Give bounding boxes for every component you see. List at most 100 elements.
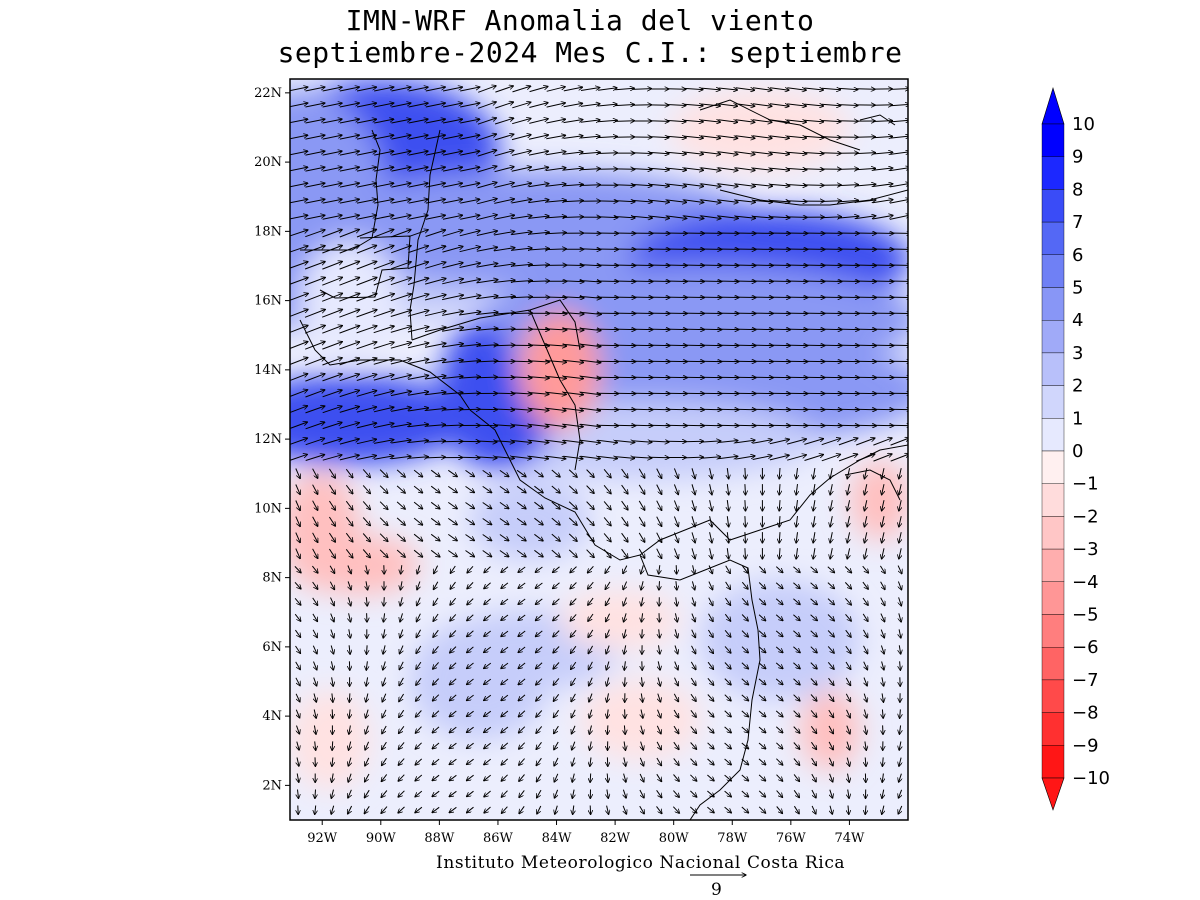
wind-arrow bbox=[510, 281, 533, 283]
wind-arrow bbox=[580, 456, 601, 458]
wind-arrow bbox=[614, 121, 635, 122]
wind-arrow bbox=[649, 441, 669, 442]
wind-arrow bbox=[580, 391, 601, 395]
wind-arrow bbox=[328, 468, 335, 478]
lon-tick-label: 84W bbox=[542, 831, 573, 846]
wind-arrow bbox=[821, 137, 841, 138]
wind-arrow bbox=[374, 229, 394, 238]
wind-arrow bbox=[459, 263, 481, 268]
lon-tick-label: 80W bbox=[659, 831, 690, 846]
wind-arrow bbox=[580, 407, 600, 411]
wind-arrow bbox=[586, 469, 595, 478]
wind-arrow bbox=[374, 440, 394, 444]
colorbar-segment bbox=[1041, 745, 1065, 779]
wind-arrow bbox=[718, 456, 738, 458]
wind-arrow bbox=[290, 422, 308, 429]
wind-arrow bbox=[631, 169, 652, 170]
wind-arrow bbox=[597, 153, 618, 154]
wind-arrow bbox=[477, 182, 497, 189]
wind-arrow bbox=[597, 217, 618, 218]
wind-arrow bbox=[511, 456, 532, 458]
anomaly-patch bbox=[560, 590, 680, 650]
wind-arrow bbox=[495, 86, 513, 93]
wind-arrow bbox=[322, 119, 343, 124]
colorbar-segment bbox=[1041, 123, 1065, 157]
wind-arrow bbox=[425, 425, 446, 427]
lon-tick-label: 76W bbox=[776, 831, 807, 846]
wind-arrow bbox=[580, 88, 600, 91]
wind-arrow bbox=[700, 215, 722, 219]
wind-arrow bbox=[305, 230, 325, 238]
wind-arrow bbox=[315, 789, 316, 799]
wind-arrow bbox=[442, 151, 463, 156]
wind-arrow bbox=[442, 103, 463, 108]
wind-arrow bbox=[563, 168, 583, 170]
wind-arrow bbox=[666, 89, 686, 90]
wind-arrow bbox=[804, 136, 824, 138]
wind-arrow bbox=[752, 184, 772, 186]
wind-arrow bbox=[562, 297, 584, 298]
wind-arrow bbox=[339, 423, 360, 429]
wind-arrow bbox=[442, 167, 463, 172]
wind-arrow bbox=[476, 345, 498, 347]
wind-arrow bbox=[305, 342, 325, 350]
wind-arrow bbox=[769, 136, 790, 138]
wind-arrow bbox=[769, 455, 789, 461]
wind-arrow bbox=[769, 200, 790, 202]
wind-arrow bbox=[339, 183, 360, 188]
wind-arrow bbox=[305, 455, 325, 461]
wind-arrow bbox=[408, 215, 429, 220]
wind-arrow bbox=[290, 183, 308, 188]
wind-arrow bbox=[374, 119, 394, 124]
wind-arrow bbox=[494, 183, 515, 188]
wind-arrow bbox=[528, 216, 549, 218]
wind-arrow bbox=[391, 246, 411, 254]
wind-arrow bbox=[683, 120, 703, 122]
wind-arrow bbox=[734, 216, 756, 218]
colorbar-segment bbox=[1041, 352, 1065, 386]
wind-arrow bbox=[442, 183, 463, 188]
wind-arrow bbox=[890, 454, 908, 462]
wind-arrow bbox=[339, 119, 360, 124]
reference-vector-value: 9 bbox=[711, 880, 722, 900]
wind-arrow bbox=[373, 423, 394, 429]
wind-arrow bbox=[290, 293, 309, 301]
lon-tick-label: 86W bbox=[483, 831, 514, 846]
wind-arrow bbox=[563, 423, 583, 427]
wind-arrow bbox=[787, 104, 806, 106]
wind-arrow bbox=[290, 167, 308, 172]
wind-arrow bbox=[290, 230, 308, 237]
wind-arrow bbox=[367, 645, 368, 654]
wind-arrow bbox=[718, 88, 738, 90]
wind-arrow bbox=[290, 358, 308, 365]
wind-arrow bbox=[511, 183, 532, 188]
wind-arrow bbox=[717, 441, 738, 443]
wind-arrow bbox=[459, 312, 481, 316]
colorbar-segment bbox=[1041, 679, 1065, 713]
colorbar-label: 8 bbox=[1072, 179, 1083, 200]
wind-arrow bbox=[683, 152, 704, 154]
wind-arrow bbox=[356, 456, 376, 460]
wind-arrow bbox=[476, 280, 498, 284]
wind-arrow bbox=[430, 469, 440, 477]
wind-arrow bbox=[838, 185, 858, 186]
wind-arrow bbox=[322, 277, 342, 286]
wind-arrow bbox=[391, 87, 411, 92]
wind-arrow bbox=[632, 89, 651, 90]
wind-arrow bbox=[615, 88, 634, 90]
wind-arrow bbox=[735, 104, 755, 106]
wind-arrow bbox=[511, 151, 531, 156]
wind-arrow bbox=[745, 532, 746, 543]
wind-arrow bbox=[477, 102, 496, 109]
wind-arrow bbox=[493, 280, 516, 282]
wind-arrow bbox=[494, 150, 514, 157]
wind-arrow bbox=[390, 391, 411, 397]
wind-arrow bbox=[374, 215, 394, 220]
wind-arrow bbox=[855, 153, 876, 154]
wind-arrow bbox=[356, 423, 377, 429]
wind-arrow bbox=[787, 120, 806, 122]
wind-arrow bbox=[408, 199, 429, 204]
wind-arrow bbox=[528, 135, 548, 140]
wind-arrow bbox=[304, 325, 325, 334]
